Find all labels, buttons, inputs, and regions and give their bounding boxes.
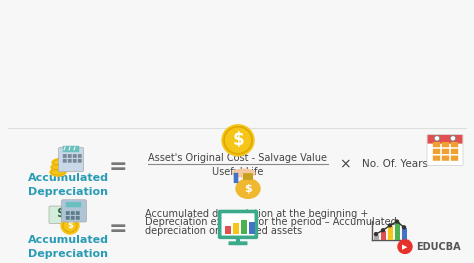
FancyBboxPatch shape bbox=[427, 134, 463, 165]
FancyBboxPatch shape bbox=[73, 154, 77, 158]
Text: Asset's Original Cost - Salvage Value: Asset's Original Cost - Salvage Value bbox=[148, 153, 328, 163]
FancyBboxPatch shape bbox=[76, 211, 80, 215]
FancyBboxPatch shape bbox=[374, 235, 379, 240]
FancyBboxPatch shape bbox=[241, 220, 247, 234]
Text: EDUCBA: EDUCBA bbox=[416, 242, 461, 252]
FancyBboxPatch shape bbox=[428, 135, 463, 144]
Circle shape bbox=[395, 220, 399, 223]
Text: $: $ bbox=[67, 221, 73, 230]
FancyBboxPatch shape bbox=[68, 154, 72, 158]
Ellipse shape bbox=[236, 179, 260, 198]
Text: Accumulated
Depreciation: Accumulated Depreciation bbox=[27, 235, 109, 259]
Ellipse shape bbox=[51, 164, 67, 171]
Text: ×: × bbox=[339, 158, 351, 171]
FancyBboxPatch shape bbox=[71, 216, 75, 220]
FancyBboxPatch shape bbox=[66, 216, 70, 220]
Text: =: = bbox=[109, 157, 128, 177]
Circle shape bbox=[435, 136, 439, 141]
Circle shape bbox=[450, 136, 456, 141]
FancyBboxPatch shape bbox=[451, 149, 458, 154]
FancyBboxPatch shape bbox=[228, 241, 247, 245]
FancyBboxPatch shape bbox=[221, 213, 255, 236]
Text: ▶: ▶ bbox=[402, 244, 408, 250]
Circle shape bbox=[389, 224, 392, 227]
Text: =: = bbox=[109, 219, 128, 239]
FancyBboxPatch shape bbox=[63, 154, 67, 158]
FancyBboxPatch shape bbox=[233, 224, 239, 234]
Circle shape bbox=[374, 233, 377, 236]
Circle shape bbox=[222, 125, 254, 156]
Circle shape bbox=[436, 137, 438, 140]
Ellipse shape bbox=[52, 159, 68, 166]
Circle shape bbox=[61, 217, 79, 234]
FancyBboxPatch shape bbox=[433, 155, 440, 161]
FancyBboxPatch shape bbox=[219, 210, 257, 239]
Text: Accumulated depreciation at the beginning +: Accumulated depreciation at the beginnin… bbox=[145, 209, 368, 219]
Text: Depreciation expense for the period – Accumulated: Depreciation expense for the period – Ac… bbox=[145, 218, 397, 227]
FancyBboxPatch shape bbox=[433, 142, 440, 147]
FancyBboxPatch shape bbox=[76, 216, 80, 220]
FancyBboxPatch shape bbox=[388, 226, 393, 240]
FancyBboxPatch shape bbox=[73, 159, 77, 163]
FancyBboxPatch shape bbox=[234, 173, 238, 183]
FancyBboxPatch shape bbox=[66, 211, 70, 215]
Ellipse shape bbox=[233, 169, 255, 177]
FancyBboxPatch shape bbox=[243, 173, 253, 180]
Text: No. Of. Years: No. Of. Years bbox=[362, 159, 428, 169]
FancyBboxPatch shape bbox=[225, 226, 231, 234]
FancyBboxPatch shape bbox=[66, 202, 82, 207]
FancyBboxPatch shape bbox=[442, 149, 449, 154]
Text: $: $ bbox=[232, 131, 244, 149]
FancyBboxPatch shape bbox=[442, 142, 449, 147]
FancyBboxPatch shape bbox=[451, 155, 458, 161]
Ellipse shape bbox=[50, 168, 66, 176]
FancyBboxPatch shape bbox=[49, 206, 73, 224]
FancyBboxPatch shape bbox=[62, 200, 86, 222]
Circle shape bbox=[398, 240, 412, 254]
FancyBboxPatch shape bbox=[78, 159, 82, 163]
FancyBboxPatch shape bbox=[63, 159, 67, 163]
FancyBboxPatch shape bbox=[381, 231, 386, 240]
FancyBboxPatch shape bbox=[395, 222, 400, 240]
Text: Accumulated
Depreciation: Accumulated Depreciation bbox=[27, 173, 109, 197]
Circle shape bbox=[402, 226, 405, 229]
FancyBboxPatch shape bbox=[68, 159, 72, 163]
Circle shape bbox=[382, 229, 384, 232]
FancyBboxPatch shape bbox=[78, 154, 82, 158]
Circle shape bbox=[452, 137, 455, 140]
FancyBboxPatch shape bbox=[442, 155, 449, 161]
Text: Useful Life: Useful Life bbox=[212, 167, 264, 177]
Text: $: $ bbox=[56, 207, 65, 220]
FancyBboxPatch shape bbox=[402, 228, 407, 240]
FancyBboxPatch shape bbox=[451, 142, 458, 147]
FancyBboxPatch shape bbox=[71, 211, 75, 215]
FancyBboxPatch shape bbox=[63, 146, 79, 152]
Text: depreciation on disposed assets: depreciation on disposed assets bbox=[145, 226, 302, 236]
FancyBboxPatch shape bbox=[433, 149, 440, 154]
FancyBboxPatch shape bbox=[58, 148, 83, 172]
FancyBboxPatch shape bbox=[249, 222, 255, 234]
Text: $: $ bbox=[244, 184, 252, 194]
